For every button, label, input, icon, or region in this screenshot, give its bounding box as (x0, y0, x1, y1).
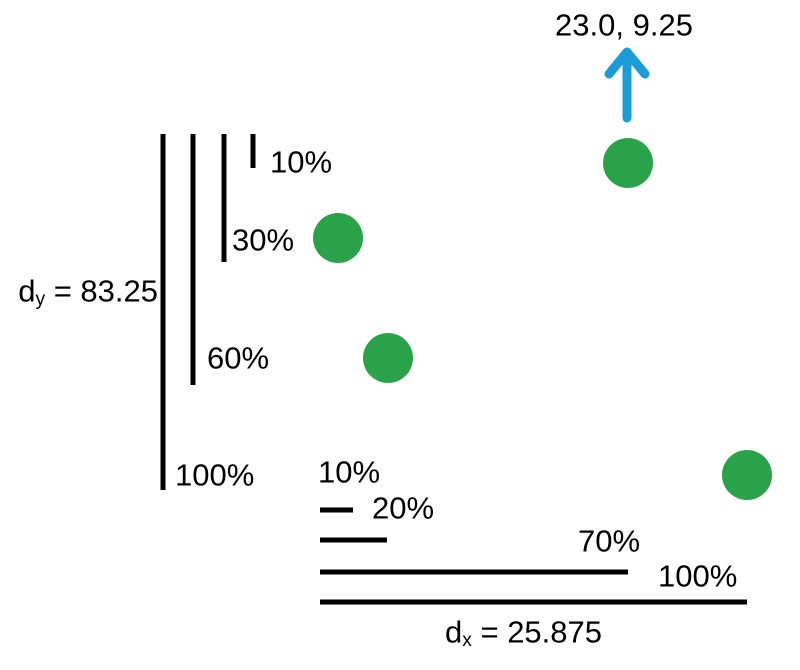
gesture-dot (722, 450, 772, 500)
dx-prefix: d (445, 614, 463, 650)
dx-rest: = 25.875 (471, 614, 603, 650)
v-percent-label: 60% (207, 340, 270, 376)
gesture-dot (363, 333, 413, 383)
vertical-percent-lines (160, 134, 256, 490)
gesture-dot (603, 138, 653, 188)
horizontal-percent-lines (320, 507, 747, 605)
h-percent-label: 10% (318, 454, 381, 490)
gesture-dots (313, 138, 772, 500)
dy-value-label: dy = 83.25 (0, 273, 158, 310)
h-percent-label: 20% (372, 490, 435, 526)
dy-rest: = 83.25 (45, 273, 158, 309)
dy-prefix: d (18, 273, 36, 309)
v-percent-label: 30% (232, 222, 295, 258)
h-percent-label: 100% (658, 558, 738, 594)
dx-subscript: x (462, 629, 472, 651)
v-percent-label: 100% (175, 457, 255, 493)
gesture-dot (313, 213, 363, 263)
dy-subscript: y (35, 288, 46, 310)
velocity-label: 23.0, 9.25 (555, 7, 693, 43)
dx-value-label: dx = 25.875 (445, 614, 603, 651)
v-percent-label: 10% (270, 144, 333, 180)
up-arrow-icon (604, 47, 650, 123)
h-percent-label: 70% (578, 523, 641, 559)
